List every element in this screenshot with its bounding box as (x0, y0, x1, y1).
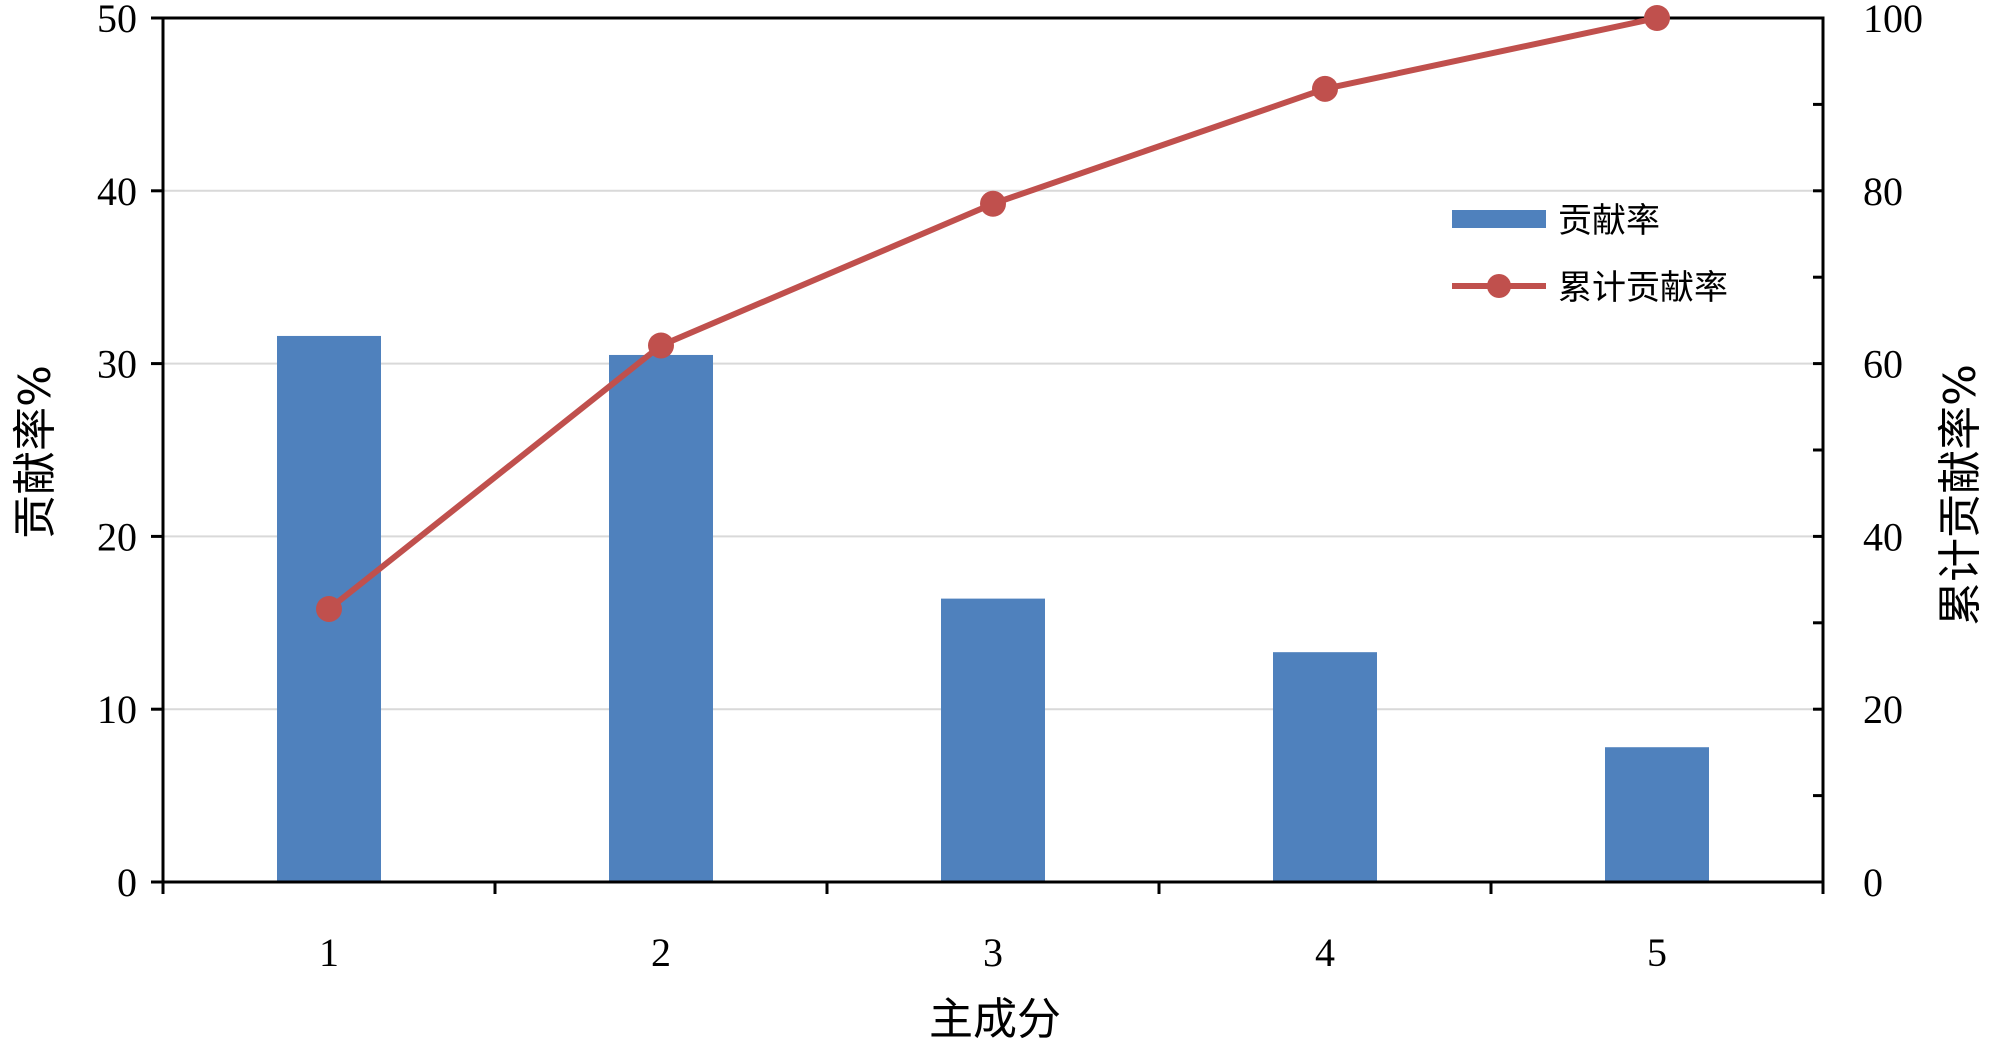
bar-series (277, 335, 1709, 883)
y-right-tick-label: 0 (1863, 860, 1883, 905)
cumulative-point-1 (316, 595, 342, 622)
y-left-tick-label: 50 (97, 0, 137, 41)
bar-4 (1273, 652, 1377, 882)
legend: 贡献率 累计贡献率 (1452, 201, 1728, 308)
y-right-tick-label: 20 (1863, 687, 1903, 732)
y-right-tick-label: 100 (1863, 0, 1923, 41)
axes (151, 16, 1825, 894)
bar-2 (609, 354, 713, 883)
legend-line-label: 累计贡献率 (1558, 268, 1728, 308)
x-axis-title: 主成分 (929, 994, 1061, 1045)
y-axis-right-title: 累计贡献率% (1935, 364, 1986, 626)
legend-bar-swatch (1452, 210, 1546, 228)
cumulative-line (327, 15, 1658, 612)
y-left-tick-label: 40 (97, 169, 137, 214)
y-right-tick-label: 40 (1863, 514, 1903, 559)
y-left-tick-label: 30 (97, 342, 137, 387)
tick-labels: 0 10 20 30 40 50 0 20 40 60 80 100 1 2 3 4 5 (97, 0, 1923, 975)
y-axis-left-title: 贡献率% (10, 365, 61, 539)
y-left-tick-label: 20 (97, 514, 137, 559)
bar-5 (1605, 747, 1709, 882)
cumulative-point-4 (1312, 75, 1338, 102)
legend-line-marker (1487, 274, 1511, 298)
x-tick-label: 3 (983, 930, 1003, 975)
legend-bar-label: 贡献率 (1558, 201, 1660, 241)
bar-3 (941, 598, 1045, 882)
line-series (316, 5, 1670, 622)
y-right-tick-label: 80 (1863, 169, 1903, 214)
cumulative-point-3 (980, 190, 1006, 217)
x-tick-label: 2 (651, 930, 671, 975)
x-tick-label: 1 (319, 930, 339, 975)
y-left-tick-label: 10 (97, 687, 137, 732)
cumulative-point-2 (648, 332, 674, 359)
y-right-tick-label: 60 (1863, 342, 1903, 387)
x-tick-label: 4 (1315, 930, 1335, 975)
x-tick-label: 5 (1647, 930, 1667, 975)
y-left-tick-label: 0 (117, 860, 137, 905)
cumulative-point-5 (1644, 5, 1670, 31)
